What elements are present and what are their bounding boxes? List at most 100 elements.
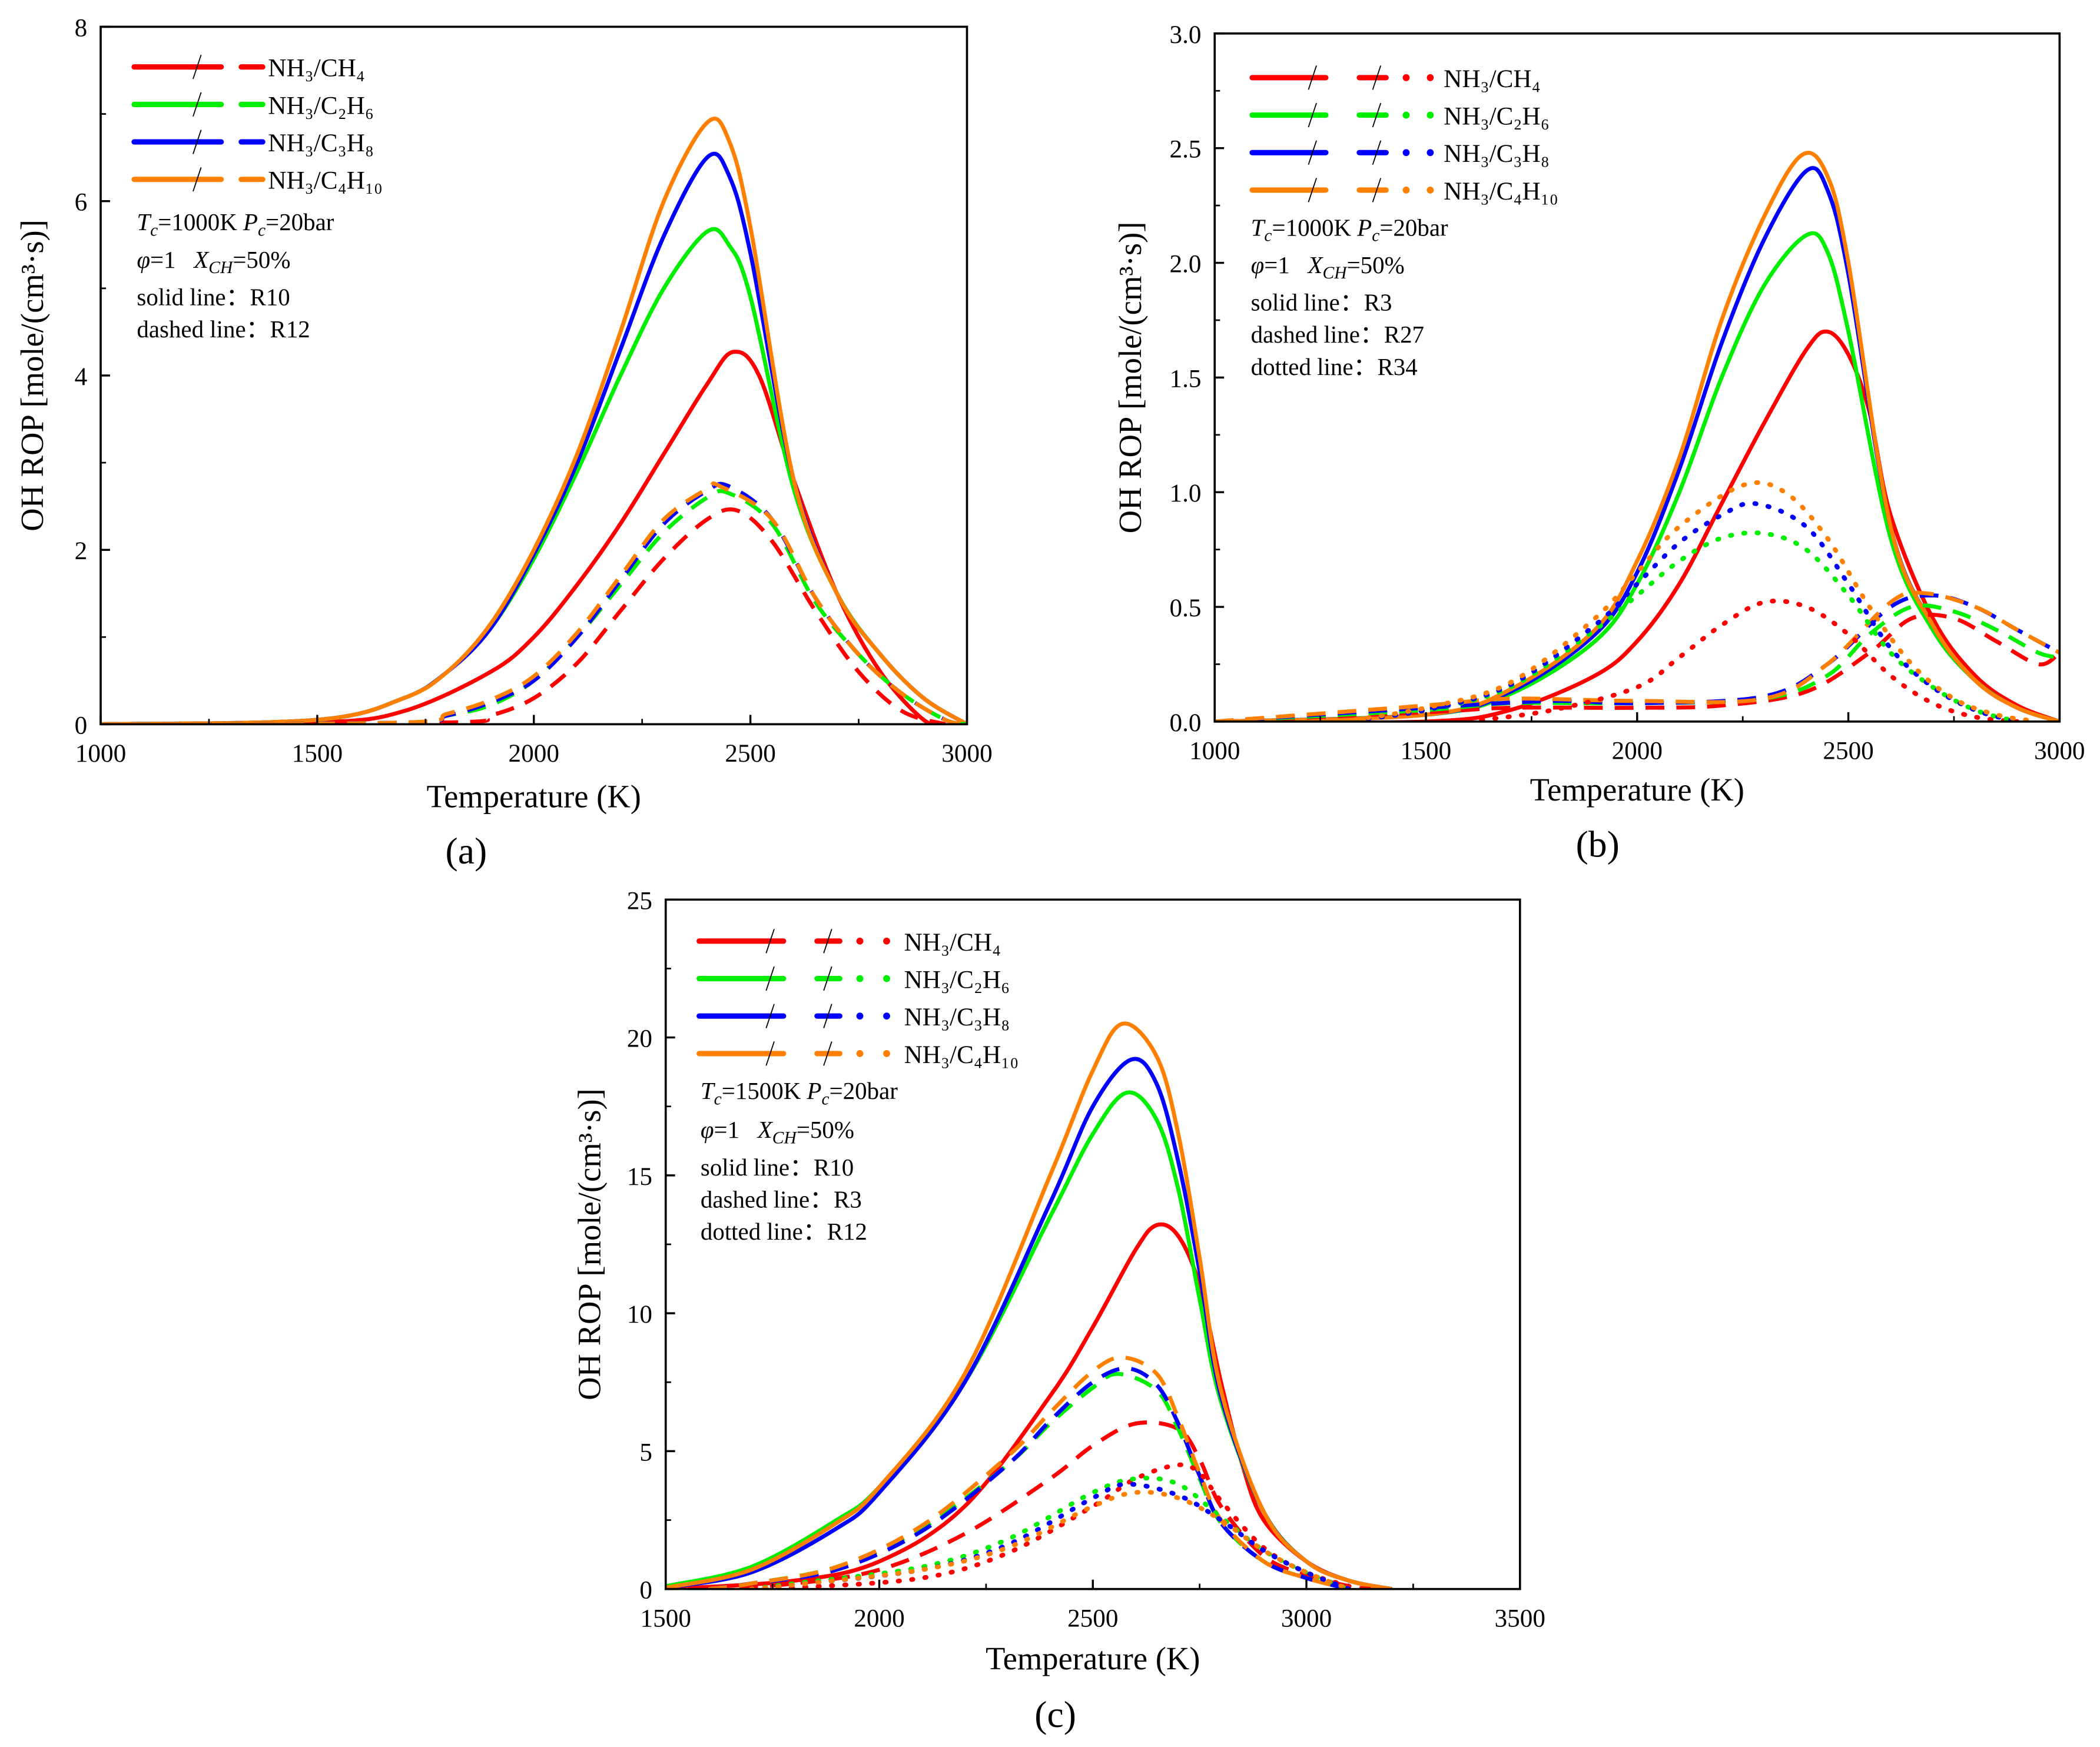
legend-dotted-swatch bbox=[1402, 74, 1410, 81]
series-group bbox=[1215, 151, 2060, 722]
legend-label: NH₃/C₂H₆ bbox=[268, 91, 374, 119]
series-line-c4h10-dashed bbox=[1215, 590, 2060, 722]
y-axis-title: OH ROP [mole/(cm³·s)] bbox=[571, 1088, 607, 1400]
x-tick-label: 2000 bbox=[854, 1604, 904, 1632]
legend-dotted-swatch bbox=[883, 1012, 890, 1020]
series-line-ch4-dotted bbox=[748, 1462, 1352, 1589]
y-tick-label: 2 bbox=[75, 537, 88, 565]
x-tick-label: 2500 bbox=[725, 739, 775, 768]
y-tick-label: 15 bbox=[627, 1163, 652, 1191]
x-tick-label: 1500 bbox=[292, 739, 343, 768]
condition-part: T bbox=[701, 1078, 716, 1104]
condition-part: CH bbox=[208, 258, 234, 277]
y-axis-title: OH ROP [mole/(cm³·s)] bbox=[14, 220, 50, 532]
series-line-c4h10-dotted bbox=[748, 1490, 1352, 1589]
line-style-note: solid line：R10 bbox=[137, 284, 290, 311]
legend-break-mark bbox=[765, 929, 775, 954]
condition-part: =1 bbox=[714, 1117, 740, 1143]
condition-part: =20bar bbox=[1379, 214, 1448, 241]
condition-part: =1500K bbox=[722, 1078, 801, 1104]
line-style-note: dashed line：R3 bbox=[701, 1186, 862, 1213]
legend-break-mark bbox=[193, 129, 202, 154]
condition-part bbox=[1290, 252, 1308, 278]
legend-entry-ch4: NH₃/CH₄ bbox=[131, 54, 365, 82]
series-line-c2h6-dashed bbox=[101, 489, 967, 725]
legend-dotted-swatch bbox=[1426, 149, 1434, 157]
x-tick-label: 2000 bbox=[509, 739, 559, 768]
x-tick-label: 2000 bbox=[1612, 737, 1663, 765]
legend-dotted-swatch bbox=[1402, 149, 1410, 157]
legend-break-mark bbox=[823, 1041, 832, 1066]
legend-dotted-swatch bbox=[1402, 111, 1410, 119]
condition-part: c bbox=[1372, 226, 1379, 245]
y-tick-label: 1.5 bbox=[1169, 364, 1201, 393]
condition-part: c bbox=[258, 221, 266, 240]
y-tick-label: 3.0 bbox=[1169, 21, 1201, 49]
condition-part: =50% bbox=[1347, 252, 1405, 278]
condition-part: =1000K bbox=[1272, 214, 1352, 241]
legend-break-mark bbox=[193, 167, 202, 192]
condition-part: P bbox=[807, 1078, 822, 1104]
legend-dotted-swatch bbox=[1402, 187, 1410, 194]
legend-label: NH₃/CH₄ bbox=[268, 54, 365, 82]
legend-label: NH₃/C₂H₆ bbox=[1444, 102, 1550, 131]
legend-label: NH₃/C₃H₈ bbox=[268, 129, 374, 157]
legend-entry-c2h6: NH₃/C₂H₆ bbox=[131, 91, 374, 119]
x-tick-label: 1500 bbox=[1401, 737, 1451, 765]
condition-part: φ bbox=[137, 247, 150, 273]
legend-entry-ch4: NH₃/CH₄ bbox=[696, 928, 1001, 956]
condition-temperature-pressure: Tc=1000K Pc=20bar bbox=[137, 209, 334, 240]
legend-label: NH₃/C₄H₁₀ bbox=[1444, 177, 1558, 205]
series-line-c3h8-dashed bbox=[708, 1366, 1350, 1589]
legend-break-mark bbox=[1372, 178, 1382, 202]
legend-dotted-swatch bbox=[856, 1012, 864, 1020]
series-line-c3h8-dotted bbox=[1339, 501, 2020, 722]
condition-part: φ bbox=[701, 1117, 714, 1143]
series-line-ch4-dashed bbox=[101, 507, 946, 725]
line-style-note: solid line：R10 bbox=[701, 1154, 854, 1181]
x-axis-title: Temperature (K) bbox=[427, 778, 641, 814]
legend-label: NH₃/C₃H₈ bbox=[1444, 140, 1550, 168]
legend-break-mark bbox=[1372, 102, 1382, 128]
panel-label: (b) bbox=[1576, 823, 1620, 865]
series-line-c4h10-solid bbox=[665, 1021, 1392, 1589]
condition-part bbox=[237, 209, 243, 235]
legend-entry-c3h8: NH₃/C₃H₈ bbox=[1249, 140, 1550, 168]
y-tick-label: 2.0 bbox=[1169, 250, 1201, 278]
condition-part: c bbox=[822, 1090, 830, 1108]
series-line-c3h8-dashed bbox=[1215, 593, 2060, 722]
series-line-c2h6-dashed bbox=[708, 1371, 1350, 1589]
legend-entry-c3h8: NH₃/C₃H₈ bbox=[131, 129, 374, 157]
condition-temperature-pressure: Tc=1000K Pc=20bar bbox=[1251, 214, 1448, 245]
legend-label: NH₃/C₄H₁₀ bbox=[904, 1041, 1019, 1069]
x-tick-label: 1000 bbox=[1189, 737, 1240, 765]
series-group bbox=[665, 1021, 1392, 1589]
condition-part: P bbox=[243, 209, 258, 235]
y-tick-label: 10 bbox=[627, 1300, 652, 1328]
x-tick-label: 3000 bbox=[2034, 737, 2085, 765]
condition-part: =50% bbox=[797, 1117, 854, 1143]
panel-label: (a) bbox=[446, 830, 487, 872]
legend-break-mark bbox=[193, 92, 202, 117]
legend-dotted-swatch bbox=[1426, 74, 1434, 81]
series-line-c4h10-dashed bbox=[708, 1355, 1350, 1589]
line-style-note: solid line：R3 bbox=[1251, 290, 1392, 316]
legend-entry-c4h10: NH₃/C₄H₁₀ bbox=[131, 167, 383, 195]
series-line-ch4-dashed bbox=[708, 1420, 1371, 1589]
series-line-ch4-solid bbox=[1215, 329, 2060, 722]
legend-break-mark bbox=[765, 1041, 775, 1066]
condition-part: X bbox=[193, 247, 210, 273]
legend-dotted-swatch bbox=[883, 1049, 890, 1057]
legend-dotted-swatch bbox=[883, 975, 890, 982]
series-line-ch4-dotted bbox=[1465, 598, 2020, 722]
legend-label: NH₃/CH₄ bbox=[904, 928, 1001, 956]
condition-part: T bbox=[1251, 214, 1266, 241]
condition-part: =50% bbox=[233, 247, 290, 273]
legend-entry-c4h10: NH₃/C₄H₁₀ bbox=[696, 1041, 1019, 1069]
legend-entry-ch4: NH₃/CH₄ bbox=[1249, 65, 1541, 93]
legend-dotted-swatch bbox=[1426, 111, 1434, 119]
y-tick-label: 4 bbox=[75, 363, 88, 391]
series-line-c4h10-solid bbox=[1215, 151, 2060, 722]
condition-part: P bbox=[1356, 214, 1372, 241]
